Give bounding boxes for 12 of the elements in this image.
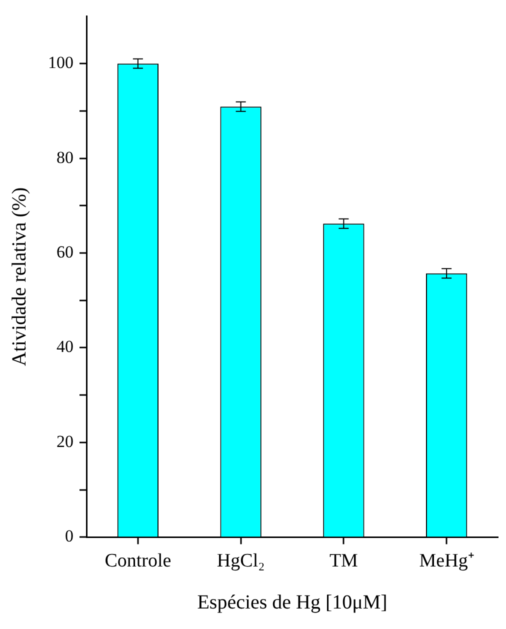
y-tick-label: 20 xyxy=(56,432,74,451)
y-tick-label: 60 xyxy=(56,242,74,262)
y-tick-label: 100 xyxy=(48,53,74,72)
x-tick-label: MeHg⁺ xyxy=(419,550,474,572)
x-tick-label: HgCl₂ xyxy=(216,550,265,572)
y-axis-title: Atividade relativa (%) xyxy=(8,187,30,366)
x-tick-label: TM xyxy=(329,550,358,572)
x-axis-title: Espécies de Hg [10μM] xyxy=(197,591,388,614)
y-tick-label: 40 xyxy=(56,337,74,356)
y-tick-label: 0 xyxy=(65,526,74,546)
x-tick-label: Controle xyxy=(104,550,172,572)
y-tick-label: 80 xyxy=(56,148,74,167)
